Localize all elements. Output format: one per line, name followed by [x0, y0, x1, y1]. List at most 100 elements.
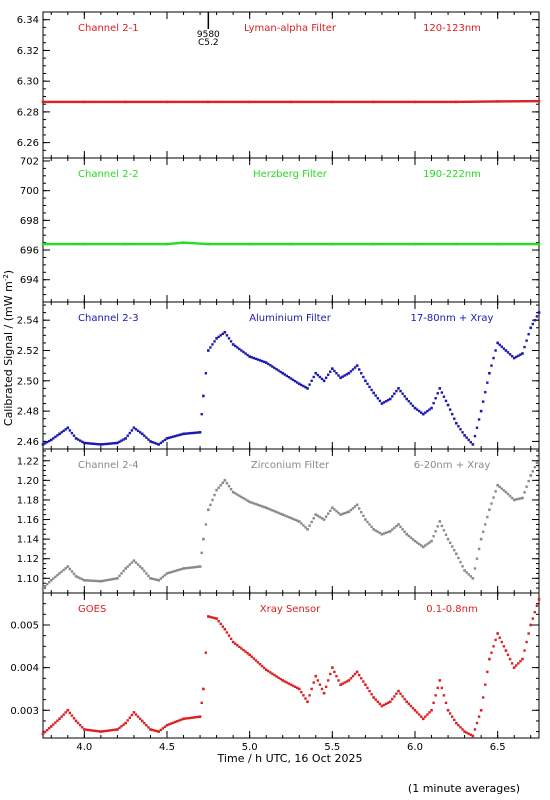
data-point-fill [242, 497, 245, 500]
data-point [207, 615, 210, 618]
data-point [124, 721, 127, 725]
data-point-fill [151, 728, 154, 732]
data-point-fill [115, 100, 119, 104]
data-point-fill [526, 242, 530, 246]
data-point-fill [56, 573, 59, 577]
data-point [421, 412, 425, 416]
data-point-fill [180, 241, 183, 245]
data-point-fill [277, 676, 280, 679]
data-point-fill [79, 724, 82, 727]
data-point-fill [304, 526, 307, 529]
data-point-fill [43, 730, 47, 734]
data-point [207, 242, 210, 246]
data-point [215, 617, 218, 620]
data-point-fill [269, 364, 272, 367]
data-point-fill [429, 100, 432, 104]
data-point-fill [122, 100, 125, 104]
data-point-fill [209, 346, 212, 349]
data-point-fill [385, 242, 388, 246]
data-point-fill [370, 388, 373, 392]
data-point-fill [96, 242, 99, 246]
data-point-fill [370, 100, 373, 104]
data-point [99, 443, 103, 446]
data-point-fill [337, 679, 340, 682]
data-point-fill [54, 242, 58, 246]
data-point-fill [341, 682, 344, 685]
data-point-fill [450, 100, 454, 104]
data-point-fill [516, 242, 519, 246]
data-point [297, 382, 301, 386]
data-point [41, 100, 45, 104]
data-point-fill [43, 100, 47, 104]
data-point-fill [67, 242, 71, 246]
data-point-fill [287, 682, 291, 685]
panel-1: 6.26 6.28 6.30 6.32 6.34 Channel 2-1 Lyman-alp… [17, 11, 541, 159]
data-point [74, 437, 78, 440]
data-point-fill [241, 242, 245, 246]
data-point [364, 683, 367, 686]
data-point-fill [181, 100, 184, 104]
data-point-fill [138, 565, 142, 568]
data-point-fill [85, 441, 88, 445]
data-point-fill [107, 442, 111, 445]
data-point [248, 242, 251, 246]
data-point [355, 364, 359, 367]
data-point-fill [64, 711, 67, 714]
data-point-fill [285, 374, 289, 378]
data-point [372, 100, 375, 104]
data-point-fill [128, 716, 131, 719]
data-point-fill [381, 242, 384, 246]
data-point-fill [477, 418, 481, 421]
data-point-fill [287, 242, 291, 246]
data-point [198, 715, 202, 718]
data-point-fill [322, 100, 325, 104]
data-point-fill [459, 428, 462, 431]
data-point [314, 371, 318, 375]
data-point-fill [163, 725, 167, 729]
data-point-fill [411, 100, 415, 104]
data-point [471, 443, 475, 446]
data-point-fill [85, 579, 88, 582]
data-point [182, 717, 185, 721]
data-point [512, 356, 516, 360]
data-point-fill [313, 242, 317, 246]
data-point-fill [174, 242, 177, 245]
data-point [322, 691, 326, 695]
data-point-fill [43, 584, 47, 588]
x-tick-label: 6.0 [407, 742, 423, 753]
data-point-fill [418, 242, 421, 246]
data-point-fill [300, 242, 304, 246]
data-point-fill [434, 694, 437, 697]
data-point-fill [155, 442, 158, 445]
data-point [438, 679, 442, 682]
data-point-fill [401, 528, 404, 531]
data-point-fill [382, 532, 386, 535]
data-point-fill [349, 370, 353, 373]
data-point-fill [407, 534, 410, 538]
data-point [165, 572, 169, 575]
data-point-fill [151, 440, 154, 444]
data-point-fill [144, 242, 147, 246]
data-point-fill [307, 100, 310, 104]
data-point-fill [110, 578, 113, 581]
data-point-fill [234, 492, 237, 495]
data-point-fill [293, 518, 297, 521]
data-point-fill [85, 100, 88, 104]
data-point-fill [145, 436, 148, 439]
data-point-fill [76, 100, 80, 104]
data-point-fill [167, 100, 171, 104]
data-point [264, 668, 268, 672]
data-point-fill [502, 242, 506, 246]
data-point-fill [259, 100, 262, 104]
data-point-fill [54, 721, 57, 724]
data-point-fill [326, 100, 330, 104]
data-point-fill [359, 100, 362, 104]
event-marker-label: C5.2 [198, 38, 219, 48]
data-point-fill [368, 242, 371, 246]
data-point [99, 730, 103, 733]
data-point-fill [87, 579, 90, 582]
data-point [248, 100, 251, 104]
data-point-fill [494, 638, 497, 642]
data-point-fill [105, 442, 109, 446]
data-point-fill [531, 242, 534, 246]
